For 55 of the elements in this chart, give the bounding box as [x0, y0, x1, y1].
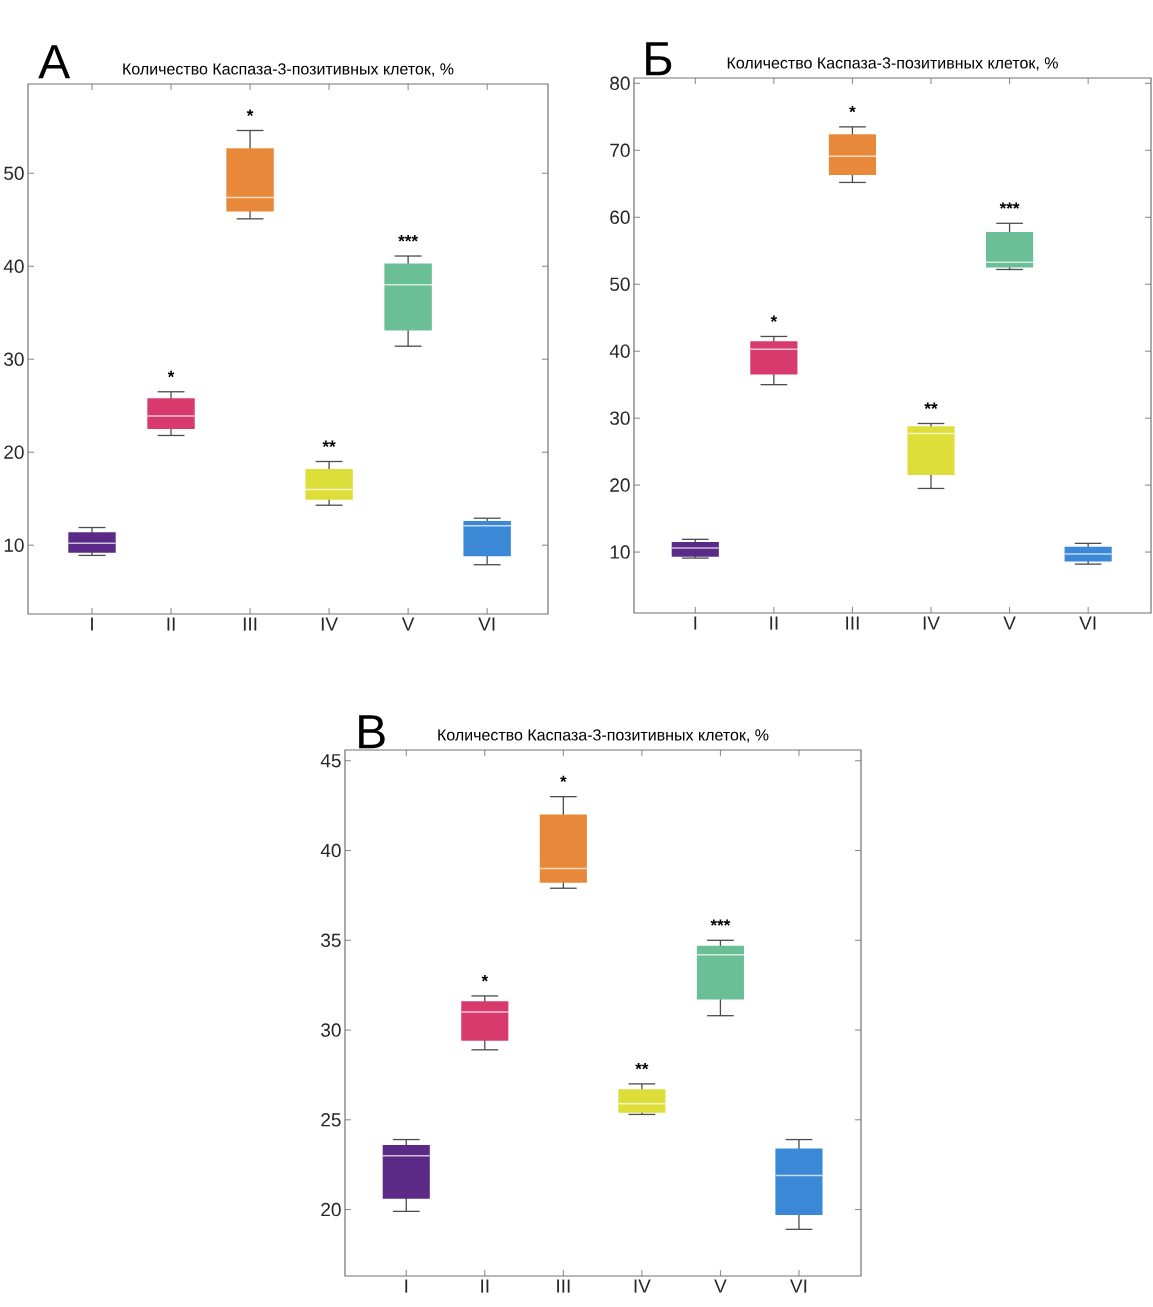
x-tick-label: IV — [634, 1279, 651, 1293]
chart-title: Количество Каспаза-3-позитивных клеток, % — [438, 729, 769, 743]
annotation: *** — [710, 919, 731, 926]
chart-title: Количество Каспаза-3-позитивных клеток, % — [727, 57, 1058, 71]
annotation: * — [167, 370, 175, 378]
y-tick-label: 25 — [321, 1113, 341, 1127]
x-tick-label: I — [405, 1279, 408, 1293]
y-tick-label: 20 — [610, 478, 630, 492]
x-tick-label: I — [694, 616, 697, 630]
x-tick-label: III — [557, 1279, 570, 1293]
x-tick-label: VI — [790, 1279, 807, 1293]
y-tick-label: 80 — [610, 76, 630, 91]
text: Б — [646, 42, 672, 76]
x-tick-label: II — [481, 1279, 489, 1293]
x-tick-label: VI — [1079, 616, 1096, 630]
annotation: * — [481, 975, 489, 982]
y-tick-label: 40 — [320, 843, 341, 858]
annotation: * — [849, 105, 856, 113]
x-tick-label: IV — [923, 616, 940, 630]
x-tick-label: II — [770, 616, 778, 630]
y-tick-label: 40 — [609, 344, 630, 358]
y-tick-label: 70 — [610, 143, 630, 158]
y-tick-label: 30 — [610, 411, 630, 425]
y-tick-label: 45 — [320, 754, 341, 768]
annotation: * — [246, 109, 254, 116]
text: В — [359, 715, 385, 749]
annotation: ** — [322, 440, 336, 447]
y-tick-label: 30 — [321, 1023, 341, 1037]
y-tick-label: 35 — [321, 933, 341, 948]
annotation: * — [560, 775, 567, 783]
x-tick-label: II — [167, 617, 175, 631]
y-tick-label: 10 — [4, 538, 24, 552]
x-tick-label: V — [401, 617, 415, 631]
x-tick-label: V — [714, 1279, 727, 1293]
annotation: *** — [398, 235, 419, 242]
x-tick-label: I — [91, 617, 93, 631]
y-tick-label: 20 — [321, 1202, 341, 1217]
annotation: ** — [635, 1063, 649, 1070]
y-tick-label: 60 — [610, 210, 630, 224]
x-tick-label: III — [846, 616, 859, 630]
y-tick-label: 10 — [610, 545, 630, 559]
text: А — [38, 45, 71, 79]
chart-title: Количество Каспаза-3-позитивных клеток, % — [123, 63, 454, 77]
annotation: ** — [924, 402, 938, 409]
x-tick-label: IV — [321, 617, 338, 631]
x-tick-label: V — [1003, 616, 1016, 630]
y-tick-label: 50 — [4, 166, 24, 180]
y-tick-label: 30 — [4, 352, 24, 366]
x-tick-label: III — [243, 617, 257, 631]
annotation: * — [770, 315, 778, 322]
y-tick-label: 50 — [610, 277, 630, 291]
annotation: *** — [999, 202, 1020, 209]
x-tick-label: VI — [478, 617, 495, 631]
y-tick-label: 20 — [4, 445, 24, 459]
y-tick-label: 40 — [3, 259, 24, 273]
